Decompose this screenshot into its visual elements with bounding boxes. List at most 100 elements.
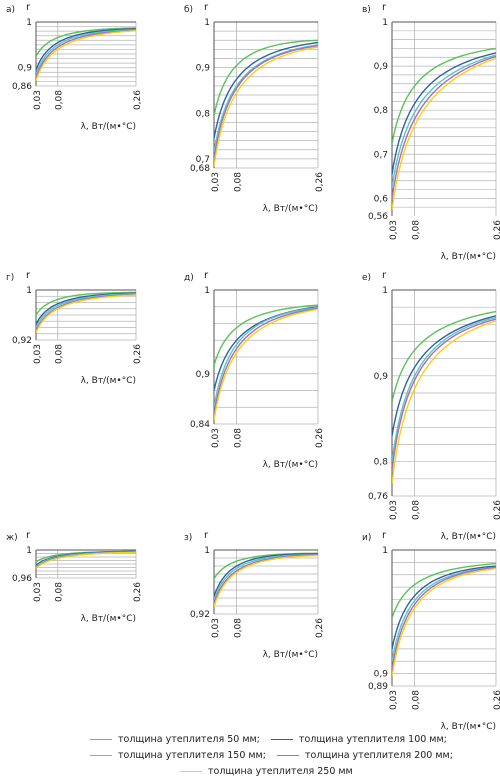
panel-3-ytick: 0,8	[374, 106, 389, 116]
panel-2-series-250	[214, 46, 318, 166]
panel-5-xlabel: λ, Вт/(м•°С)	[263, 460, 318, 470]
panel-3-series-250	[392, 57, 496, 210]
panel-5-series-150	[214, 306, 318, 408]
panel-1-xtick: 0,03	[33, 90, 43, 110]
panel-6-ytick: 0,76	[368, 492, 388, 502]
panel-2: б) r 0,680,7 0,8 0,9 1 0,03 0,08 0,26 λ, Вт/(м•°С…	[184, 2, 325, 214]
panel-2-series-100	[214, 41, 318, 139]
panel-3-xtick: 0,03	[389, 220, 399, 240]
panel-5: д) r 0,84 0,9 1 0,03 0,08 0,26 λ, Вт/(м•°С)	[184, 270, 325, 470]
panel-1-xlabel: λ, Вт/(м•°С)	[81, 122, 136, 132]
panel-2-ytick: 1	[204, 18, 210, 28]
panel-7-xtick: 0,08	[55, 582, 65, 602]
panel-8-label: з)	[184, 533, 192, 543]
panel-9-xtick: 0,08	[412, 690, 422, 710]
panel-7: ж) r 0,96 1 0,03 0,08 0,26 λ, Вт/(м•°С)	[6, 530, 143, 624]
panel-9-ytick: 0,9	[374, 670, 389, 680]
panel-3-ytick: 1	[382, 18, 388, 28]
panel-8-series-150	[214, 554, 318, 601]
panel-4-xtick: 0,03	[33, 344, 43, 364]
panel-5-xtick: 0,08	[234, 428, 244, 448]
panel-4-series-250	[36, 294, 136, 333]
panel-2-ytick: 0,8	[196, 109, 211, 119]
panel-3-ytick: 0,56	[368, 212, 388, 222]
legend-line-250	[180, 771, 202, 772]
panel-7-xlabel: λ, Вт/(м•°С)	[81, 614, 136, 624]
panel-1-label: а)	[6, 5, 15, 15]
panel-7-xtick: 0,26	[133, 582, 143, 602]
panel-9-label: и)	[362, 533, 371, 543]
panel-7-ytick: 1	[26, 546, 32, 556]
panel-8-series-100	[214, 553, 318, 597]
panel-8-xtick: 0,03	[211, 618, 221, 638]
panel-4-ytick: 1	[26, 286, 32, 296]
panel-6-xtick: 0,03	[389, 500, 399, 520]
panel-4-series-200	[36, 293, 136, 331]
panel-3-ylabel: r	[382, 2, 387, 13]
panel-6-xlabel: λ, Вт/(м•°С)	[441, 532, 496, 542]
panel-3-series-150	[392, 54, 496, 188]
panel-5-ytick: 0,84	[190, 420, 210, 430]
panel-1: а) r 0,86 0,9 1 0,03 0,08 0,26 λ, Вт/(м•°С)	[6, 2, 143, 132]
legend-line-50	[90, 739, 112, 740]
panel-4-series-100	[36, 292, 136, 325]
panel-3-label: в)	[362, 5, 371, 15]
legend-row-2: толщина утеплителя 150 мм; толщина утепл…	[90, 750, 461, 761]
legend-row-3: толщина утеплителя 250 мм	[180, 766, 361, 777]
panel-8-xtick: 0,08	[234, 618, 244, 638]
panel-6: е) r 0,76 0,8 0,9 1 0,03 0,08 0,26 λ, Вт/(м•°С)	[362, 270, 500, 542]
panel-3-ytick: 0,9	[374, 62, 389, 72]
panel-5-ytick: 1	[204, 286, 210, 296]
panel-9-xtick: 0,26	[493, 690, 500, 710]
panel-9-xlabel: λ, Вт/(м•°С)	[441, 722, 496, 732]
panel-2-xtick: 0,03	[211, 172, 221, 192]
panel-1-series-200	[36, 29, 136, 79]
legend-row-1: толщина утеплителя 50 мм; толщина утепли…	[90, 734, 455, 745]
legend-line-200	[276, 755, 299, 756]
panel-7-xtick: 0,03	[33, 582, 43, 602]
panel-2-xtick: 0,08	[234, 172, 244, 192]
panel-8-ytick: 0,92	[190, 610, 210, 620]
panel-4-xlabel: λ, Вт/(м•°С)	[81, 376, 136, 386]
panel-3-series-50	[392, 47, 496, 144]
panel-3-xtick: 0,26	[493, 220, 500, 240]
panel-4-label: г)	[6, 273, 14, 283]
panel-1-series-50	[36, 27, 136, 57]
panel-8-series-250	[214, 554, 318, 608]
panel-8-series-200	[214, 554, 318, 604]
panel-3-series-100	[392, 52, 496, 175]
panel-3: в) r 0,56 0,6 0,7 0,8 0,9 1 0,03 0,08 0,26 λ, Вт/(м…	[362, 2, 500, 262]
panel-9-series-250	[392, 567, 496, 677]
panel-3-ytick: 0,7	[374, 150, 388, 160]
legend-item-100: толщина утеплителя 100 мм;	[270, 734, 447, 745]
panel-1-ylabel: r	[26, 2, 31, 13]
panel-2-series-150	[214, 44, 318, 153]
panel-1-series-150	[36, 29, 136, 75]
legend-item-250: толщина утеплителя 250 мм	[180, 766, 353, 777]
panel-2-series-200	[214, 45, 318, 160]
panel-9-xtick: 0,03	[389, 690, 399, 710]
panel-6-series-100	[392, 315, 496, 437]
panel-1-xtick: 0,26	[133, 90, 143, 110]
panel-2-series-50	[214, 39, 318, 116]
panel-5-series-250	[214, 308, 318, 420]
panel-6-ytick: 0,9	[374, 372, 389, 382]
panel-8: з) r 0,92 1 0,03 0,08 0,26 λ, Вт/(м•°С)	[184, 530, 325, 660]
panel-2-xlabel: λ, Вт/(м•°С)	[263, 204, 318, 214]
panel-3-ytick: 0,6	[374, 194, 389, 204]
panel-8-xtick: 0,26	[315, 618, 325, 638]
panel-6-xtick: 0,26	[493, 500, 500, 520]
panel-7-ylabel: r	[26, 530, 31, 541]
panel-3-series-200	[392, 55, 496, 199]
panel-4-series-150	[36, 293, 136, 328]
panel-5-ylabel: r	[204, 270, 209, 281]
panel-2-xtick: 0,26	[315, 172, 325, 192]
panel-1-xtick: 0,08	[55, 90, 65, 110]
legend-item-50: толщина утеплителя 50 мм;	[90, 734, 260, 745]
panel-6-label: е)	[362, 273, 371, 283]
panel-5-series-200	[214, 307, 318, 415]
panel-3-xlabel: λ, Вт/(м•°С)	[441, 252, 496, 262]
panel-9-series-150	[392, 566, 496, 662]
panel-4-xtick: 0,26	[133, 344, 143, 364]
